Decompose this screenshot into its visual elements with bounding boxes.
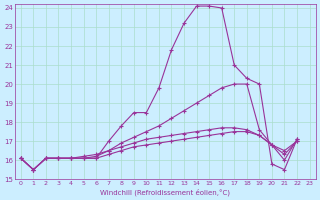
X-axis label: Windchill (Refroidissement éolien,°C): Windchill (Refroidissement éolien,°C): [100, 188, 230, 196]
